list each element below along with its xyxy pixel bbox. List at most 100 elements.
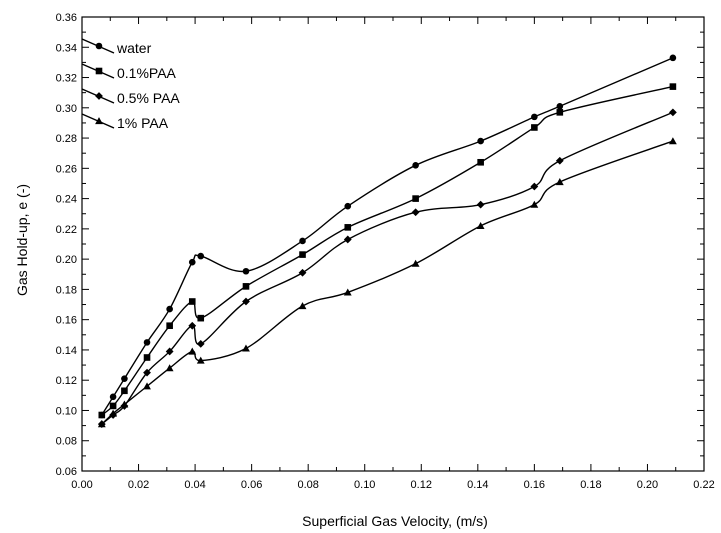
data-point-square xyxy=(669,83,677,90)
x-tick-label: 0.22 xyxy=(693,479,714,491)
data-point-square xyxy=(531,124,538,131)
legend-marker-diamond xyxy=(95,92,103,100)
legend-marker-square xyxy=(95,67,103,75)
data-point-square xyxy=(197,314,205,322)
data-point-triangle xyxy=(242,344,250,352)
data-point-square xyxy=(299,251,306,258)
data-point-square xyxy=(98,411,106,419)
data-point-triangle xyxy=(120,400,129,408)
data-point-diamond xyxy=(530,182,539,191)
y-tick-label: 0.08 xyxy=(56,436,77,448)
data-point-square xyxy=(109,402,117,410)
legend-label: 1% PAA xyxy=(117,115,169,131)
series-1-paa xyxy=(97,137,677,428)
data-point-square xyxy=(412,195,419,202)
data-point-diamond xyxy=(669,108,677,117)
legend-item-0-1-paa: 0.1%PAA xyxy=(81,63,177,81)
series-line-0-5-paa xyxy=(101,111,674,425)
data-point-triangle xyxy=(411,259,420,267)
data-point-square xyxy=(166,322,173,330)
data-point-square xyxy=(121,387,128,395)
x-tick-label: 0.20 xyxy=(637,479,658,491)
data-point-diamond xyxy=(188,321,197,330)
series-line-0-1-paa xyxy=(101,85,674,416)
data-point-diamond xyxy=(555,156,564,165)
data-point-circle xyxy=(166,305,173,313)
series-line-1-paa xyxy=(101,140,674,425)
y-tick-label: 0.36 xyxy=(56,12,77,24)
x-tick-label: 0.16 xyxy=(524,479,545,491)
data-point-circle xyxy=(412,162,419,169)
data-point-circle xyxy=(477,137,484,145)
data-point-circle xyxy=(109,393,117,401)
data-point-diamond xyxy=(343,235,352,244)
data-point-triangle xyxy=(476,221,485,229)
data-point-circle xyxy=(143,339,151,346)
x-tick-label: 0.18 xyxy=(580,479,601,491)
y-tick-label: 0.20 xyxy=(56,254,77,266)
data-point-triangle xyxy=(97,420,106,428)
series-line-water xyxy=(101,57,674,416)
data-point-diamond xyxy=(196,339,205,348)
data-point-square xyxy=(477,158,484,166)
data-point-triangle xyxy=(669,137,677,145)
x-tick-label: 0.04 xyxy=(184,479,205,491)
data-point-circle xyxy=(299,237,306,245)
y-tick-label: 0.30 xyxy=(56,103,77,115)
x-tick-label: 0.06 xyxy=(241,479,262,491)
data-point-circle xyxy=(556,102,564,110)
data-point-triangle xyxy=(298,302,307,310)
data-point-triangle xyxy=(188,347,197,355)
legend-item-0-5-paa: 0.5% PAA xyxy=(81,88,180,106)
data-point-triangle xyxy=(165,364,174,372)
data-point-square xyxy=(188,298,196,305)
data-point-diamond xyxy=(411,208,420,217)
data-point-square xyxy=(143,354,151,361)
x-tick-label: 0.08 xyxy=(297,479,318,491)
y-tick-label: 0.22 xyxy=(56,224,77,236)
x-tick-label: 0.02 xyxy=(128,479,149,491)
x-tick-label: 0.00 xyxy=(71,479,92,491)
y-tick-label: 0.28 xyxy=(56,133,77,145)
legend-label: 0.5% PAA xyxy=(117,90,180,106)
data-point-circle xyxy=(242,267,250,275)
legend-marker-circle xyxy=(95,42,103,50)
y-tick-label: 0.12 xyxy=(56,375,77,387)
data-point-square xyxy=(344,224,352,231)
legend-marker-triangle xyxy=(95,117,103,125)
y-tick-label: 0.06 xyxy=(56,466,77,478)
series-0-1-paa xyxy=(98,83,677,419)
data-point-circle xyxy=(197,252,205,260)
data-point-circle xyxy=(121,375,128,382)
data-point-triangle xyxy=(343,288,352,296)
data-point-triangle xyxy=(109,409,117,417)
data-point-square xyxy=(556,109,564,116)
data-point-circle xyxy=(531,113,538,121)
y-tick-label: 0.32 xyxy=(56,73,77,85)
data-point-triangle xyxy=(530,200,539,208)
legend-label: water xyxy=(116,40,152,56)
data-point-triangle xyxy=(143,382,151,390)
y-tick-label: 0.14 xyxy=(56,345,77,357)
legend-label: 0.1%PAA xyxy=(117,65,177,81)
y-tick-label: 0.24 xyxy=(56,194,77,206)
x-axis-title: Superficial Gas Velocity, (m/s) xyxy=(302,513,488,529)
y-axis-title: Gas Hold-up, e (-) xyxy=(14,184,30,296)
y-tick-label: 0.18 xyxy=(56,284,77,296)
data-point-circle xyxy=(344,202,352,210)
data-point-circle xyxy=(188,258,196,266)
data-point-diamond xyxy=(165,347,174,356)
y-tick-label: 0.34 xyxy=(56,42,77,54)
data-point-diamond xyxy=(242,297,250,306)
legend-item-water: water xyxy=(81,38,152,56)
y-tick-label: 0.10 xyxy=(56,405,77,417)
series-water xyxy=(98,54,677,419)
data-point-square xyxy=(242,283,250,290)
series-0-5-paa xyxy=(97,108,677,428)
data-point-triangle xyxy=(196,356,205,364)
y-tick-label: 0.16 xyxy=(56,315,77,327)
x-tick-label: 0.12 xyxy=(411,479,432,491)
data-point-triangle xyxy=(555,178,564,186)
data-point-diamond xyxy=(143,368,151,377)
